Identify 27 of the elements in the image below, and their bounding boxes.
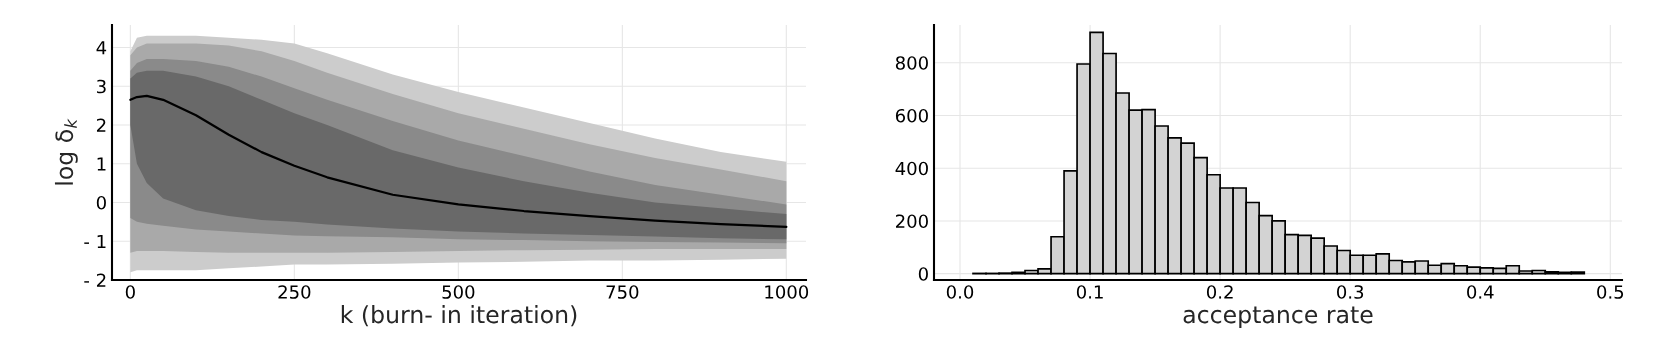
x-tick-label: 0.5: [1597, 285, 1624, 299]
y-axis-title: log δ$_{k}$: [54, 118, 78, 185]
x-tick-label: 0.4: [1467, 285, 1494, 299]
line-series: [129, 94, 788, 229]
y-tick-label: 600: [895, 108, 928, 123]
x-tick-label: 250: [278, 285, 311, 299]
y-tick-label: 3: [97, 79, 106, 94]
y-tick-label: 800: [895, 56, 928, 70]
y-tick-label: 1: [97, 157, 106, 171]
x-tick-label: 1000: [765, 285, 809, 299]
x-axis-title: acceptance rate: [1183, 306, 1373, 328]
x-tick-label: 0: [125, 285, 135, 299]
x-tick-label: 500: [442, 285, 475, 299]
y-tick-label: - 2: [84, 273, 106, 287]
x-axis-title: k (burn- in iteration): [341, 305, 577, 327]
y-tick-label: 2: [96, 118, 106, 132]
x-tick-label: 0.3: [1337, 285, 1364, 299]
y-tick-label: 200: [896, 214, 928, 229]
x-tick-label: 750: [606, 285, 639, 299]
x-tick-label: 0.1: [1076, 285, 1103, 299]
y-tick-label: 400: [895, 161, 928, 176]
x-tick-label: 0.0: [946, 285, 974, 299]
y-tick-label: 0: [918, 267, 928, 281]
y-tick-label: - 1: [84, 234, 106, 249]
y-tick-label: 0: [96, 195, 106, 210]
y-tick-label: 4: [96, 41, 107, 55]
x-tick-label: 0.2: [1206, 285, 1233, 299]
